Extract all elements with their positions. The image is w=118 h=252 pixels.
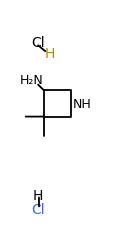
Text: H: H <box>32 188 43 203</box>
Text: Cl: Cl <box>31 203 44 217</box>
Text: H₂N: H₂N <box>19 74 43 87</box>
Text: NH: NH <box>73 98 92 111</box>
Text: H: H <box>44 47 55 60</box>
Text: Cl: Cl <box>31 36 45 50</box>
